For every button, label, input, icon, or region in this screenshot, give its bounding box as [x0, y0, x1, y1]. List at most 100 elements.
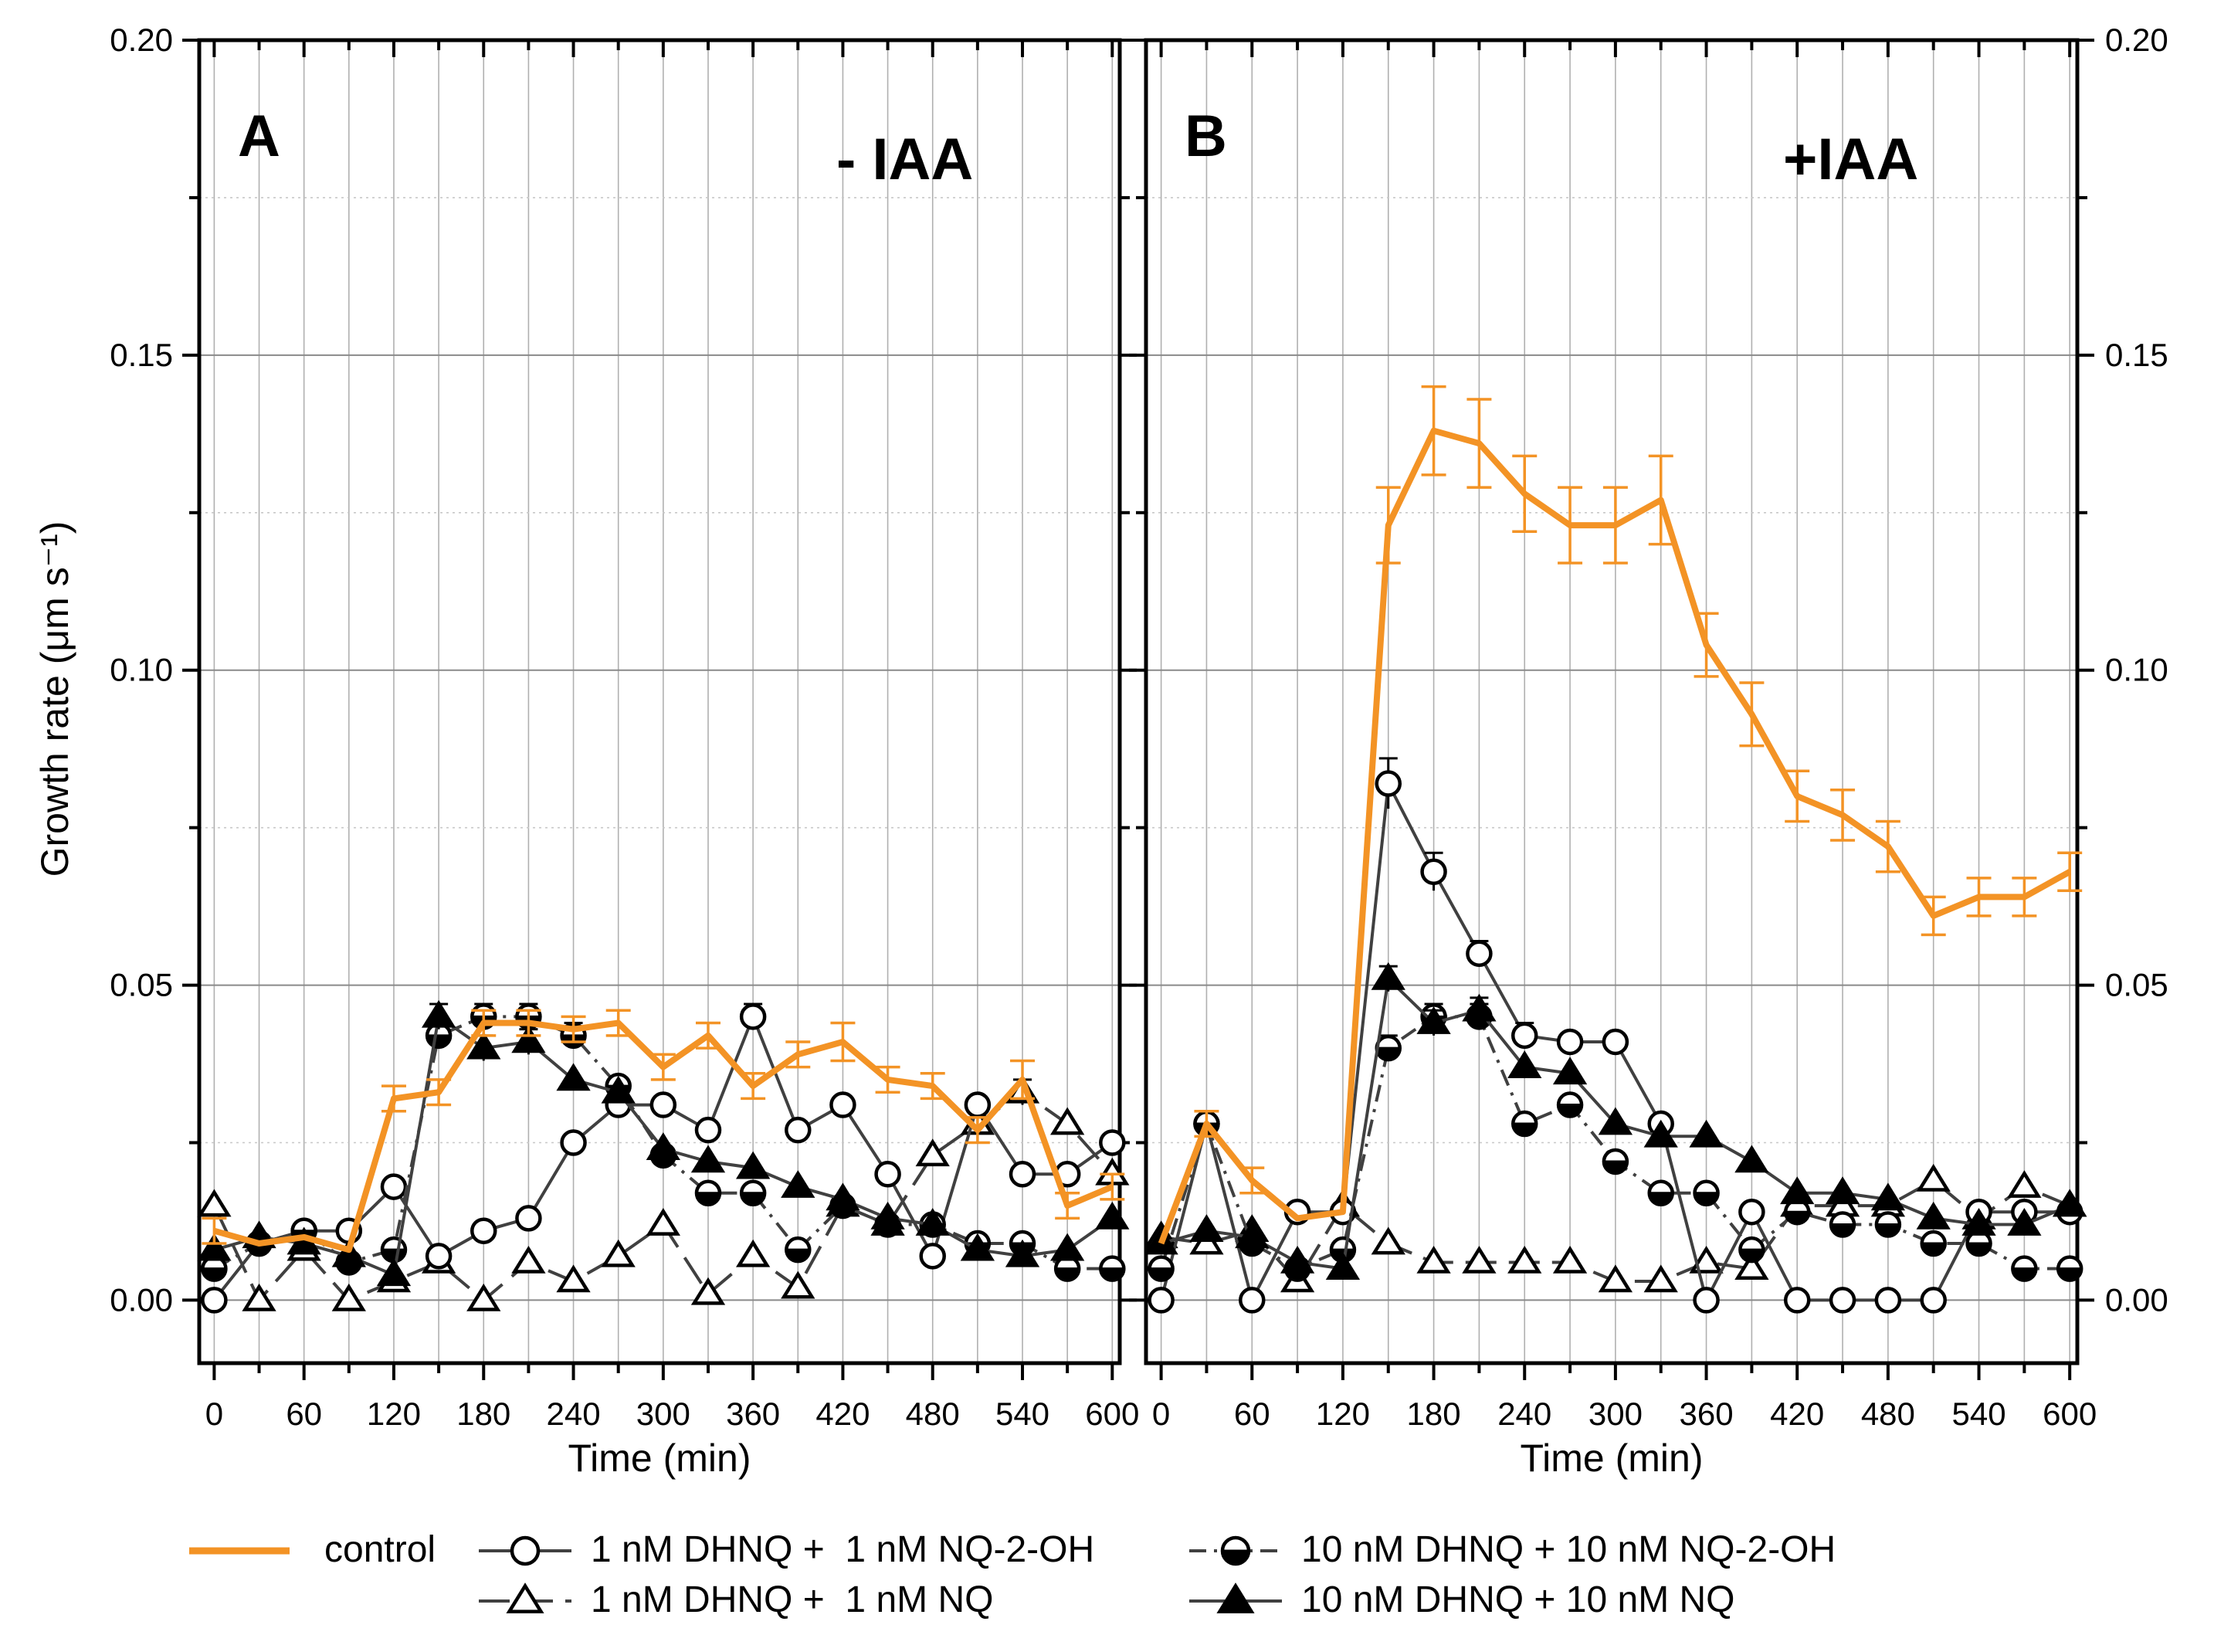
data-point	[1961, 1208, 1996, 1236]
data-point	[1462, 993, 1497, 1022]
data-point	[781, 1170, 815, 1198]
data-point	[1050, 1107, 1085, 1135]
data-point	[1148, 1255, 1175, 1282]
x-tick-label: 480	[906, 1396, 960, 1432]
data-point	[2053, 1189, 2087, 1217]
series-filled-triangle	[1144, 962, 2087, 1280]
data-point	[1783, 1287, 1811, 1314]
panel-label: B	[1185, 103, 1227, 169]
data-point	[915, 1138, 950, 1167]
data-point	[2007, 1170, 2042, 1198]
data-point	[1507, 1050, 1542, 1078]
plot-frame	[197, 38, 1122, 1365]
data-point	[870, 1201, 905, 1230]
data-point	[829, 1091, 856, 1118]
x-tick-label: 300	[1588, 1396, 1643, 1432]
data-point	[739, 1003, 767, 1030]
data-point	[1643, 1119, 1678, 1148]
data-point	[556, 1264, 591, 1293]
data-point	[1239, 1287, 1266, 1314]
data-point	[1734, 1145, 1769, 1173]
series-control	[1158, 385, 2083, 1245]
legend-label: control	[324, 1529, 436, 1570]
data-point	[1095, 1201, 1130, 1230]
data-point	[826, 1182, 860, 1211]
data-point	[331, 1239, 366, 1267]
data-point	[1556, 1028, 1584, 1056]
data-point	[1783, 1198, 1811, 1226]
legend-label: 1 nM DHNQ + 1 nM NQ-2-OH	[591, 1529, 1094, 1570]
panel-a: 0 60 120 180 240 300 360 420 480 540 600 Time (min)…	[110, 22, 1139, 1480]
condition-label: +IAA	[1783, 127, 1918, 192]
data-point	[1552, 1057, 1588, 1085]
legend-swatch-marker	[510, 1535, 541, 1566]
data-point	[1009, 1161, 1036, 1188]
y-tick-label: 0.20	[2105, 22, 2168, 58]
data-point	[515, 1205, 542, 1232]
data-point	[421, 999, 456, 1028]
x-axis-title: Time (min)	[1520, 1437, 1703, 1480]
x-tick-label: 360	[1680, 1396, 1734, 1432]
series	[1144, 385, 2087, 1314]
data-point	[1643, 1264, 1678, 1293]
data-point	[1235, 1220, 1270, 1249]
data-point	[1375, 770, 1402, 797]
data-point	[646, 1208, 680, 1236]
data-point	[1920, 1287, 1947, 1314]
data-point	[735, 1239, 771, 1267]
x-tick-label: 120	[367, 1396, 421, 1432]
legend-label: 10 nM DHNQ + 10 nM NQ	[1301, 1579, 1735, 1620]
data-point	[1647, 1179, 1674, 1207]
data-point	[1916, 1201, 1951, 1230]
data-point	[1556, 1091, 1584, 1118]
data-point	[242, 1283, 276, 1311]
legend-item-open-triangle: 1 nM DHNQ + 1 nM NQ	[479, 1579, 993, 1620]
data-point	[331, 1283, 366, 1311]
data-point	[470, 1217, 497, 1244]
x-tick-label: 540	[1951, 1396, 2005, 1432]
legend-item-open-circle: 1 nM DHNQ + 1 nM NQ-2-OH	[479, 1529, 1094, 1570]
data-point	[1870, 1182, 1906, 1211]
data-point	[1738, 1236, 1765, 1264]
data-point	[915, 1208, 950, 1236]
data-point	[1375, 1034, 1402, 1062]
data-point	[1510, 1110, 1538, 1138]
y-tick-label: 0.00	[110, 1281, 173, 1318]
data-point	[1693, 1287, 1720, 1314]
x-tick-label: 420	[815, 1396, 870, 1432]
data-point	[785, 1116, 812, 1144]
x-tick-label: 540	[995, 1396, 1049, 1432]
data-point	[1738, 1198, 1765, 1226]
data-point	[1829, 1287, 1856, 1314]
data-point	[694, 1116, 722, 1144]
data-point	[1416, 1245, 1451, 1274]
data-point	[380, 1236, 408, 1264]
x-tick-label: 420	[1770, 1396, 1824, 1432]
data-point	[960, 1233, 995, 1261]
data-point	[511, 1025, 546, 1053]
legend-swatch-marker	[1220, 1535, 1251, 1566]
data-point	[1734, 1252, 1769, 1280]
data-point	[1050, 1233, 1085, 1261]
data-point	[1099, 1129, 1126, 1156]
x-tick-label: 180	[1407, 1396, 1461, 1432]
data-point	[1780, 1176, 1815, 1205]
series	[197, 999, 1130, 1314]
data-point	[1602, 1148, 1629, 1175]
x-tick-label: 60	[1234, 1396, 1270, 1432]
x-axis: 0 60 120 180 240 300 360 420 480 540 600 Time (min)	[1152, 40, 2097, 1480]
data-point	[646, 1132, 680, 1160]
data-point	[1598, 1107, 1633, 1135]
y-tick-label: 0.05	[2105, 967, 2168, 1003]
data-point	[739, 1179, 767, 1207]
data-point	[201, 1287, 228, 1314]
data-point	[1416, 1006, 1451, 1034]
legend-item-control: control	[189, 1529, 436, 1570]
y-tick-label: 0.00	[2105, 1281, 2168, 1318]
data-point	[690, 1145, 726, 1173]
legend-label: 10 nM DHNQ + 10 nM NQ-2-OH	[1301, 1529, 1836, 1570]
x-tick-label: 0	[205, 1396, 223, 1432]
data-point	[380, 1173, 408, 1200]
legend-item-half-circle: 10 nM DHNQ + 10 nM NQ-2-OH	[1189, 1529, 1836, 1570]
